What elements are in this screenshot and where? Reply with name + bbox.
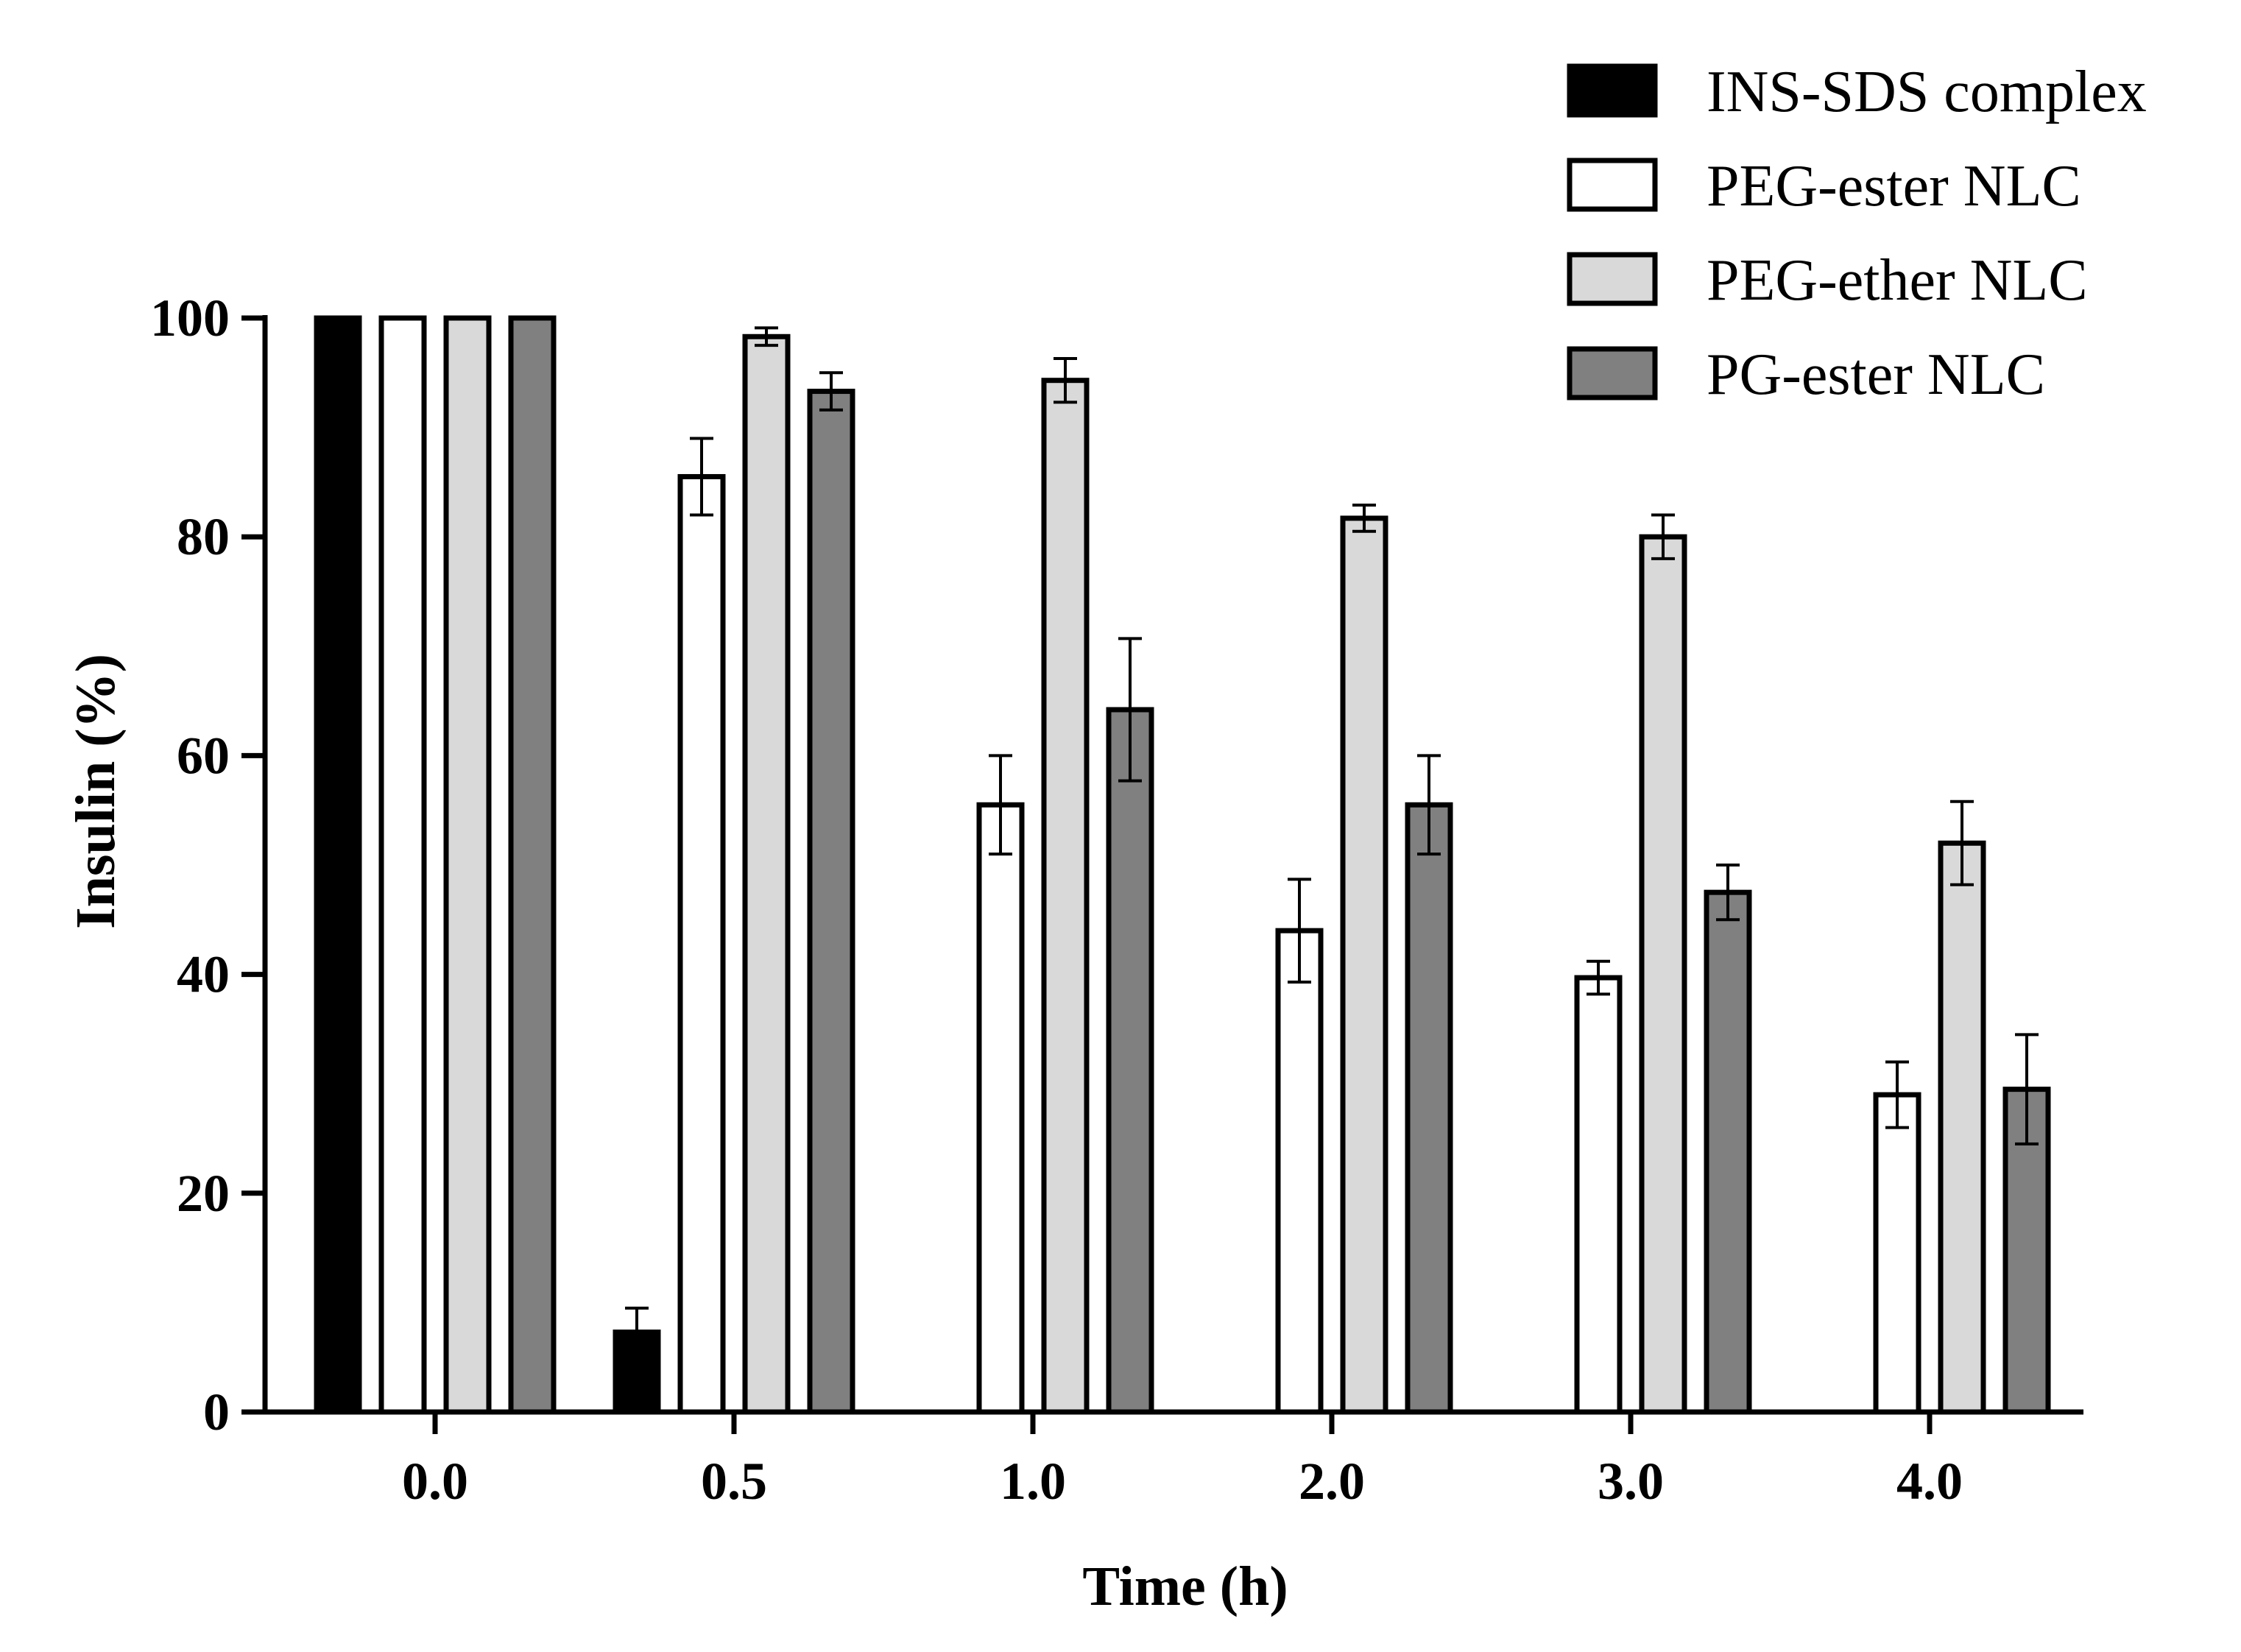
- bar-peg-ether-nlc-2.0: [1340, 515, 1388, 1415]
- y-tick-label-0: 0: [203, 1383, 230, 1441]
- bar-ins-sds-complex-0.0: [314, 315, 362, 1415]
- legend-swatch-peg-ether-nlc: [1567, 252, 1658, 306]
- y-tick-label-60: 60: [177, 726, 230, 785]
- bar-peg-ester-nlc-3.0: [1574, 975, 1623, 1415]
- bar-peg-ether-nlc-1.0: [1041, 378, 1090, 1415]
- y-axis-label: Insulin (%): [65, 654, 127, 929]
- x-axis-label: Time (h): [1082, 1556, 1288, 1617]
- legend-swatch-pg-ester-nlc: [1567, 346, 1658, 400]
- bar-pg-ester-nlc-1.0: [1106, 707, 1154, 1415]
- legend-swatch-peg-ester-nlc: [1567, 158, 1658, 212]
- bar-peg-ester-nlc-0.5: [677, 473, 726, 1415]
- y-tick-label-40: 40: [177, 945, 230, 1004]
- legend-label-peg-ester-nlc: PEG-ester NLC: [1707, 154, 2081, 219]
- x-tick-label-0.0: 0.0: [402, 1452, 468, 1511]
- bar-peg-ether-nlc-0.5: [742, 333, 791, 1415]
- x-tick-label-1.0: 1.0: [1000, 1452, 1066, 1511]
- y-tick-label-20: 20: [177, 1164, 230, 1223]
- x-tick-label-3.0: 3.0: [1598, 1452, 1664, 1511]
- bar-peg-ester-nlc-2.0: [1275, 928, 1324, 1415]
- bar-peg-ether-nlc-0.0: [443, 315, 492, 1415]
- x-tick-label-2.0: 2.0: [1299, 1452, 1365, 1511]
- x-tick-label-4.0: 4.0: [1896, 1452, 1963, 1511]
- bar-pg-ester-nlc-2.0: [1405, 802, 1453, 1415]
- legend-label-ins-sds-complex: INS-SDS complex: [1707, 60, 2147, 124]
- legend-swatch-ins-sds-complex: [1567, 63, 1658, 118]
- x-tick-label-0.5: 0.5: [701, 1452, 767, 1511]
- bar-peg-ester-nlc-0.0: [378, 315, 427, 1415]
- bar-peg-ester-nlc-1.0: [976, 802, 1025, 1415]
- bar-pg-ester-nlc-0.5: [807, 389, 855, 1415]
- y-tick-label-80: 80: [177, 507, 230, 566]
- bar-peg-ether-nlc-4.0: [1938, 840, 1986, 1415]
- bar-pg-ester-nlc-3.0: [1704, 889, 1752, 1415]
- legend-label-peg-ether-nlc: PEG-ether NLC: [1707, 248, 2088, 313]
- bar-pg-ester-nlc-0.0: [508, 315, 557, 1415]
- legend-label-pg-ester-nlc: PG-ester NLC: [1707, 342, 2045, 407]
- legend: INS-SDS complex PEG-ester NLC PEG-ether NL…: [1567, 60, 2147, 407]
- axes-layer: 0 20 40 60 80 100 0.0 0.5 1.0 2.0 3.0 4.0: [150, 289, 2083, 1511]
- bar-peg-ester-nlc-4.0: [1873, 1092, 1921, 1415]
- bar-peg-ether-nlc-3.0: [1639, 534, 1687, 1415]
- y-tick-label-100: 100: [150, 289, 230, 347]
- bars-layer: [314, 315, 2051, 1415]
- error-bars-layer: [625, 326, 2039, 1358]
